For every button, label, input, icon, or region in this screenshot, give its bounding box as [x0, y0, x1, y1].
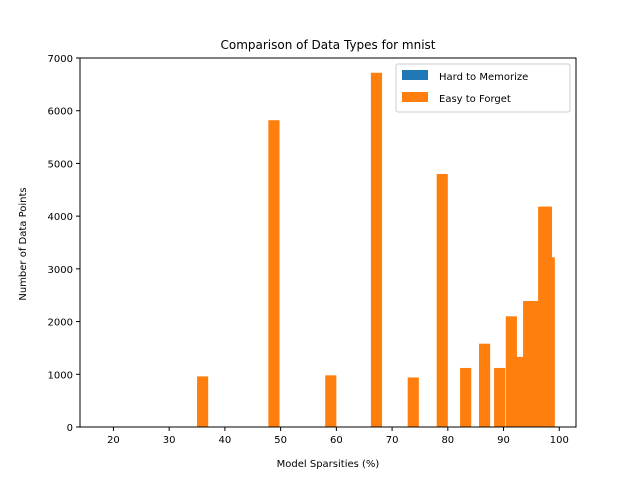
y-tick-label-1000: 1000: [48, 370, 73, 381]
bar-easy-to-forget-10: [515, 356, 527, 427]
y-tick-label-7000: 7000: [48, 54, 73, 65]
bar-easy-to-forget-8: [494, 367, 506, 427]
plot-frame: [79, 57, 577, 428]
bar-easy-to-forget-16: [543, 257, 555, 427]
bar-easy-to-forget-11: [523, 301, 535, 427]
bar-easy-to-forget-1: [268, 120, 280, 427]
y-tick-label-5000: 5000: [48, 159, 73, 170]
x-tick-label-90: 90: [497, 435, 510, 446]
legend-swatch-hard-to-memorize: [402, 70, 428, 80]
y-tick-label-6000: 6000: [48, 107, 73, 118]
bar-easy-to-forget-7: [479, 343, 491, 427]
x-tick-label-60: 60: [330, 435, 343, 446]
x-tick-label-50: 50: [274, 435, 287, 446]
x-tick-label-100: 100: [550, 435, 569, 446]
legend: Hard to Memorize Easy to Forget: [395, 63, 571, 113]
x-tick-label-70: 70: [386, 435, 399, 446]
bar-easy-to-forget-6: [460, 367, 472, 427]
plot-area: [197, 72, 555, 427]
y-tick-label-3000: 3000: [48, 265, 73, 276]
y-axis: 0 1000 2000 3000 4000 5000 6000 7000: [48, 54, 80, 434]
y-axis-label: Number of Data Points: [18, 187, 29, 300]
bar-easy-to-forget-0: [197, 376, 209, 427]
bar-easy-to-forget-5: [436, 173, 448, 427]
legend-label-easy-to-forget: Easy to Forget: [439, 94, 511, 105]
x-tick-label-80: 80: [441, 435, 454, 446]
bar-easy-to-forget-3: [370, 72, 383, 427]
x-tick-label-20: 20: [107, 435, 120, 446]
y-tick-label-2000: 2000: [48, 318, 73, 329]
x-tick-label-40: 40: [219, 435, 232, 446]
chart-title: Comparison of Data Types for mnist: [220, 38, 435, 52]
bar-easy-to-forget-4: [407, 377, 419, 427]
x-tick-label-30: 30: [163, 435, 176, 446]
bar-easy-to-forget-2: [325, 375, 337, 427]
legend-label-hard-to-memorize: Hard to Memorize: [439, 72, 528, 83]
legend-swatch-easy-to-forget: [402, 92, 428, 102]
bar-easy-to-forget-9: [505, 316, 517, 427]
x-axis-label: Model Sparsities (%): [277, 459, 380, 470]
legend-box: [395, 63, 571, 113]
y-tick-label-0: 0: [67, 423, 73, 434]
y-tick-label-4000: 4000: [48, 212, 73, 223]
x-axis: 20 30 40 50 60 70 80 90 100: [107, 427, 569, 446]
